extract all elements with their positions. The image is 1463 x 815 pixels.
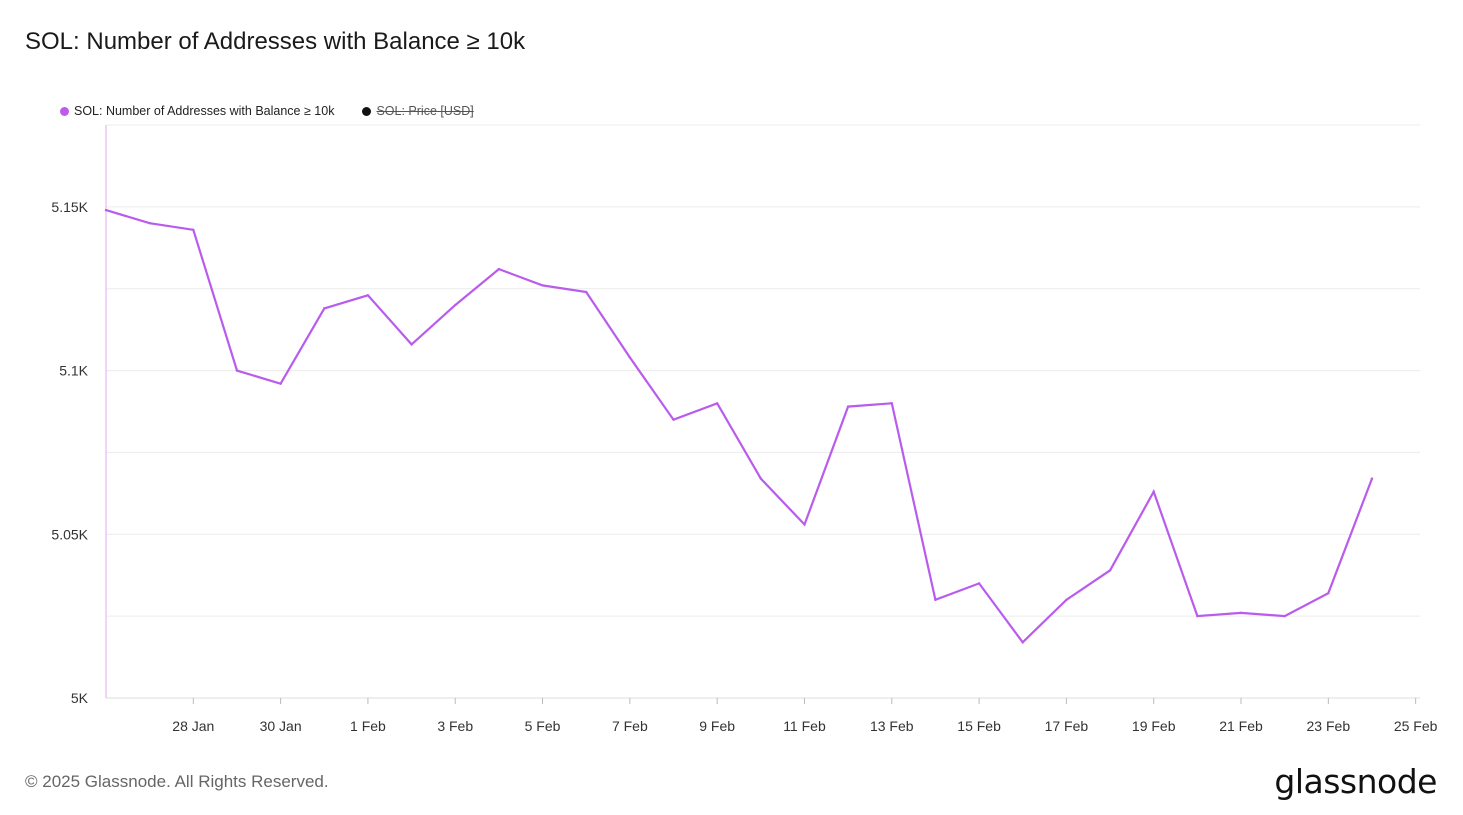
data-point — [410, 343, 413, 346]
data-point — [1327, 592, 1330, 595]
data-point — [454, 303, 457, 307]
data-point — [104, 208, 108, 212]
data-point — [934, 598, 937, 601]
data-point — [1283, 614, 1286, 618]
data-point — [148, 222, 151, 225]
data-point — [672, 418, 675, 421]
data-point — [235, 369, 239, 372]
data-point — [1108, 569, 1112, 572]
legend-marker-price — [362, 106, 372, 116]
x-tick-label: 15 Feb — [957, 718, 1001, 734]
copyright-footer: © 2025 Glassnode. All Rights Reserved. — [25, 772, 329, 791]
data-point — [541, 284, 544, 287]
legend-item-addresses[interactable]: SOL: Number of Addresses with Balance ≥ … — [60, 104, 334, 118]
x-tick-label: 9 Feb — [699, 718, 735, 734]
data-point — [1196, 614, 1199, 618]
data-point — [803, 523, 806, 526]
data-point — [846, 405, 850, 408]
legend-label-price: SOL: Price [USD] — [376, 104, 474, 118]
data-point — [497, 267, 501, 271]
data-point — [323, 307, 326, 310]
x-tick-label: 28 Jan — [172, 718, 214, 734]
data-point — [1065, 598, 1068, 601]
x-tick-label: 13 Feb — [870, 718, 914, 734]
data-point — [1239, 611, 1243, 615]
data-point — [192, 228, 195, 231]
x-tick-label: 5 Feb — [525, 718, 561, 734]
x-tick-label: 19 Feb — [1132, 718, 1176, 734]
legend: SOL: Number of Addresses with Balance ≥ … — [60, 104, 474, 118]
x-tick-label: 7 Feb — [612, 718, 648, 734]
data-point — [977, 582, 981, 585]
x-tick-label: 1 Feb — [350, 718, 386, 734]
x-tick-label: 23 Feb — [1307, 718, 1351, 734]
x-tick-label: 30 Jan — [260, 718, 302, 734]
y-tick-label: 5.05K — [51, 526, 88, 542]
x-tick-label: 21 Feb — [1219, 718, 1263, 734]
y-tick-label: 5.15K — [51, 199, 88, 215]
glassnode-logo: glassnode — [1274, 762, 1437, 801]
x-tick-label: 3 Feb — [437, 718, 473, 734]
legend-marker-addresses — [60, 106, 69, 116]
x-tick-label: 25 Feb — [1394, 718, 1438, 734]
data-point — [1370, 477, 1374, 480]
data-point — [759, 477, 763, 480]
series-line-addresses — [105, 209, 1374, 644]
data-point — [366, 294, 370, 297]
data-point — [1021, 641, 1024, 644]
chart-title: SOL: Number of Addresses with Balance ≥ … — [25, 28, 526, 55]
legend-item-price[interactable]: SOL: Price [USD] — [362, 104, 474, 118]
data-point — [628, 356, 632, 359]
data-point — [890, 402, 893, 405]
y-tick-label: 5K — [71, 690, 89, 706]
data-point — [279, 382, 282, 385]
y-tick-label: 5.1K — [59, 363, 88, 379]
data-point — [1152, 490, 1155, 493]
data-point — [715, 402, 719, 405]
x-tick-label: 11 Feb — [783, 718, 826, 734]
legend-label-addresses: SOL: Number of Addresses with Balance ≥ … — [74, 104, 335, 118]
x-tick-label: 17 Feb — [1045, 718, 1089, 734]
data-point — [584, 290, 588, 294]
